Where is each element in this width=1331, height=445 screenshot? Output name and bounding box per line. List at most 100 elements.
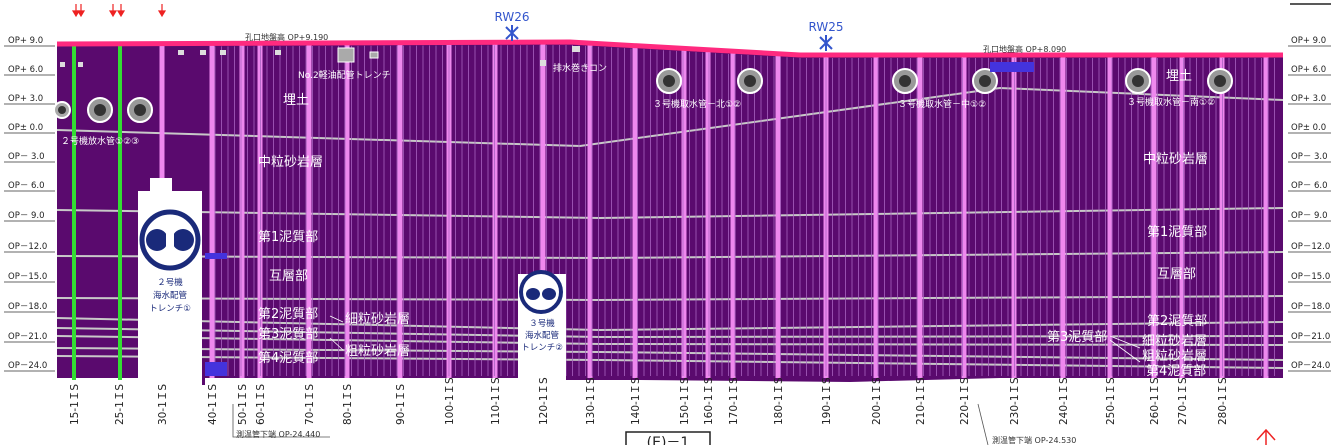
- layer-label: 粗粒砂岩層: [345, 344, 410, 359]
- annotation-leader-line: [232, 404, 330, 438]
- layer-label: 第3泥質部: [1047, 330, 1107, 345]
- layer-label: 第2泥質部: [258, 307, 318, 322]
- pipe-circle: [972, 68, 998, 94]
- trench-pipe-icon: [146, 229, 168, 251]
- red-arrow-down-icon: [108, 4, 118, 18]
- structure-block: [369, 51, 379, 59]
- pipe-label: ３号機取水管－北①②: [653, 98, 741, 110]
- pile: [397, 42, 403, 378]
- elevation-label: OP+ 3.0: [8, 94, 43, 104]
- borehole-label: 25-1ＩS: [114, 384, 126, 425]
- annotation-leader-line: [977, 403, 989, 445]
- blue-zone: [205, 362, 227, 376]
- layer-label: 第4泥質部: [258, 351, 318, 366]
- elevation-label: OP－ 3.0: [8, 152, 45, 162]
- boundary-line: [56, 207, 1284, 220]
- layer-label: 細粒砂岩層: [345, 312, 410, 327]
- layer-label: 中粒砂岩層: [258, 155, 323, 170]
- structure-block: [178, 50, 184, 55]
- trench-unit3: ３号機 海水配管 トレンチ②: [518, 270, 566, 380]
- layer-label: 互層部: [269, 269, 308, 284]
- borehole-label: 70-1ＩS: [304, 384, 316, 425]
- structure-block: [220, 50, 226, 55]
- borehole-label: 280-1ＩS: [1217, 377, 1229, 425]
- layer-label: 中粒砂岩層: [1143, 152, 1208, 167]
- elevation-label: OP+ 6.0: [1291, 65, 1326, 75]
- borehole-label: 30-1ＩS: [157, 384, 169, 425]
- elevation-axis-right: OP+ 9.0 OP+ 6.0 OP+ 3.0 OP± 0.0 OP－ 3.0 OP－ 6…: [1288, 36, 1331, 372]
- section-label: (E)－1: [647, 435, 690, 445]
- borehole-label: 250-1ＩS: [1105, 377, 1117, 425]
- borehole-label: 240-1ＩS: [1058, 377, 1070, 425]
- elevation-label: OP－12.0: [1291, 242, 1330, 252]
- red-arrow-down-icon: [157, 4, 167, 18]
- rw-label: RW26: [495, 10, 530, 24]
- trench-label: 海水配管: [153, 290, 187, 301]
- elevation-label: OP－ 6.0: [8, 181, 45, 191]
- trench-unit2: ２号機 海水配管 トレンチ①: [138, 178, 202, 385]
- borehole-label: 90-1ＩS: [395, 384, 407, 425]
- surface-elevation-label: 孔口地盤高 OP+9.190: [245, 32, 328, 42]
- pile: [540, 42, 546, 379]
- pipe-group: [53, 46, 1233, 376]
- layer-label: 第2泥質部: [1147, 314, 1207, 329]
- borehole-label: 40-1ＩS: [207, 384, 219, 425]
- pile: [730, 51, 736, 378]
- trench-pipe-divider: [166, 218, 174, 262]
- pile: [1011, 55, 1017, 378]
- layer-label: 第4泥質部: [1146, 364, 1206, 379]
- structure-block: [200, 50, 206, 55]
- pile: [1179, 55, 1185, 378]
- borehole-label: 130-1ＩS: [585, 377, 597, 425]
- rw-marker: RW25: [809, 20, 844, 51]
- borehole-labels: 15-1ＩS 25-1ＩS 30-1ＩS 40-1ＩS 50-1ＩS 60-1ＩS 70-1…: [69, 377, 1229, 425]
- trench-pipe-icon: [526, 288, 540, 300]
- boundary-line: [56, 86, 1284, 148]
- boundary-line: [56, 335, 1284, 346]
- structure-block: [60, 62, 65, 67]
- elevation-label: OP－15.0: [1291, 272, 1330, 282]
- borehole-label: 220-1ＩS: [959, 377, 971, 425]
- pipe-label: 排水巻きコン: [553, 62, 607, 74]
- trench-label: 海水配管: [525, 330, 559, 341]
- pile: [239, 43, 245, 379]
- layer-label: 細粒砂岩層: [1142, 334, 1207, 349]
- red-arrow-down-icon: [116, 4, 126, 18]
- layer-label: 埋土: [283, 93, 309, 108]
- elevation-label: OP－ 9.0: [8, 211, 45, 221]
- elevation-axis-left: OP+ 9.0 OP+ 6.0 OP+ 3.0 OP± 0.0 OP－ 3.0 OP－ 6…: [4, 36, 55, 372]
- borehole-label: 210-1ＩS: [915, 377, 927, 425]
- pile: [344, 42, 350, 379]
- blue-zone: [205, 253, 227, 259]
- pipe-label: No.2軽油配管トレンチ: [298, 69, 391, 81]
- layer-label: 第1泥質部: [258, 230, 318, 245]
- pipe-circle: [1125, 68, 1151, 94]
- pipe-circle: [737, 68, 763, 94]
- borehole-label: 110-1ＩS: [490, 377, 502, 425]
- bottom-pipe-label: 測温管下端 OP-24.530: [992, 435, 1076, 445]
- elevation-label: OP－18.0: [8, 302, 47, 312]
- rw-cross-icon: [505, 25, 519, 41]
- elevation-label: OP－21.0: [1291, 332, 1330, 342]
- trench-label: トレンチ①: [149, 304, 191, 314]
- trench-pipe-icon: [519, 270, 563, 314]
- trench-label: ２号機: [157, 277, 183, 288]
- structure-block: [337, 47, 355, 63]
- borehole-label: 180-1ＩS: [773, 377, 785, 425]
- structure-block: [572, 46, 580, 52]
- layer-leader-line: [329, 315, 344, 351]
- boundary-line: [56, 355, 1284, 369]
- rw-cross-icon: [819, 35, 833, 51]
- pipe-circle: [1207, 68, 1233, 94]
- green-pile: [118, 44, 122, 380]
- pile: [209, 43, 215, 378]
- pile: [587, 43, 593, 379]
- elevation-label: OP+ 9.0: [8, 36, 43, 46]
- structure-block: [275, 50, 281, 55]
- blue-zone: [990, 62, 1034, 72]
- pipe-circle: [127, 97, 153, 123]
- green-pile: [72, 44, 76, 380]
- elevation-label: OP－24.0: [8, 361, 47, 371]
- borehole-label: 15-1ＩS: [69, 384, 81, 425]
